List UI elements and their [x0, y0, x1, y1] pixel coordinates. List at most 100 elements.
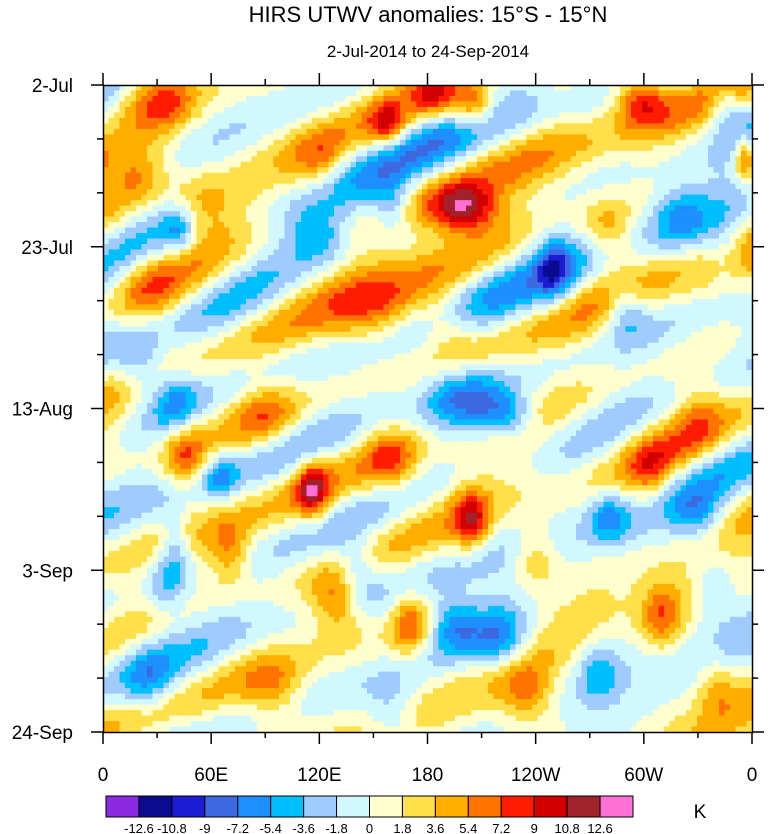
heatmap-cell: [174, 222, 181, 229]
heatmap-cell: [158, 90, 165, 97]
heatmap-cell: [411, 293, 418, 300]
heatmap-cell: [697, 254, 704, 262]
heatmap-cell: [609, 265, 616, 273]
heatmap-cell: [642, 298, 649, 305]
heatmap-cell: [378, 227, 385, 234]
heatmap-cell: [488, 233, 495, 240]
heatmap-cell: [570, 238, 577, 245]
heatmap-cell: [548, 167, 555, 174]
heatmap-cell: [493, 128, 500, 135]
heatmap-cell: [620, 90, 627, 97]
heatmap-cell: [449, 117, 456, 124]
heatmap-cell: [394, 128, 401, 135]
heatmap-cell: [559, 249, 566, 256]
heatmap-cell: [625, 309, 632, 316]
heatmap-cell: [444, 123, 451, 130]
heatmap-cell: [372, 298, 379, 305]
heatmap-cell: [367, 211, 374, 218]
heatmap-cell: [719, 260, 726, 267]
heatmap-cell: [642, 178, 649, 185]
heatmap-cell: [378, 95, 385, 103]
heatmap-cell: [229, 271, 236, 278]
heatmap-cell: [334, 287, 341, 294]
heatmap-cell: [174, 200, 181, 207]
heatmap-cell: [246, 161, 253, 168]
heatmap-cell: [460, 298, 467, 305]
heatmap-cell: [620, 265, 627, 273]
heatmap-cell: [147, 145, 154, 152]
heatmap-cell: [686, 161, 693, 168]
heatmap-cell: [730, 161, 737, 168]
heatmap-cell: [306, 117, 313, 124]
heatmap-cell: [174, 287, 181, 294]
heatmap-cell: [262, 128, 269, 135]
heatmap-cell: [367, 156, 374, 163]
heatmap-cell: [543, 95, 550, 103]
heatmap-cell: [405, 254, 412, 262]
heatmap-cell: [449, 123, 456, 130]
heatmap-cell: [158, 178, 165, 185]
heatmap-cell: [273, 200, 280, 207]
heatmap-cell: [515, 172, 522, 179]
heatmap-cell: [444, 282, 451, 289]
heatmap-cell: [625, 227, 632, 234]
heatmap-cell: [411, 106, 418, 114]
heatmap-cell: [389, 123, 396, 130]
heatmap-cell: [658, 304, 665, 311]
heatmap-cell: [636, 211, 643, 218]
heatmap-cell: [323, 249, 330, 256]
heatmap-cell: [273, 276, 280, 283]
heatmap-cell: [163, 222, 170, 229]
heatmap-cell: [548, 90, 555, 97]
heatmap-cell: [477, 189, 484, 196]
heatmap-cell: [631, 276, 638, 283]
heatmap-cell: [312, 304, 319, 311]
heatmap-cell: [603, 194, 610, 201]
heatmap-cell: [185, 233, 192, 240]
heatmap-cell: [499, 309, 506, 316]
heatmap-cell: [493, 298, 500, 305]
heatmap-cell: [455, 95, 462, 103]
heatmap-cell: [356, 238, 363, 245]
heatmap-cell: [647, 200, 654, 207]
heatmap-cell: [625, 238, 632, 245]
heatmap-cell: [691, 260, 698, 267]
heatmap-cell: [609, 139, 616, 146]
heatmap-cell: [114, 95, 121, 103]
heatmap-cell: [702, 117, 709, 124]
heatmap-cell: [361, 276, 368, 283]
heatmap-cell: [433, 183, 440, 190]
heatmap-cell: [114, 304, 121, 311]
heatmap-cell: [306, 309, 313, 316]
heatmap-cell: [691, 123, 698, 130]
heatmap-cell: [537, 238, 544, 245]
heatmap-cell: [196, 194, 203, 201]
heatmap-cell: [328, 293, 335, 300]
heatmap-cell: [372, 90, 379, 97]
heatmap-cell: [741, 271, 748, 278]
heatmap-cell: [119, 161, 126, 168]
heatmap-cell: [257, 95, 264, 103]
heatmap-cell: [477, 194, 484, 201]
heatmap-cell: [141, 282, 148, 289]
heatmap-cell: [202, 172, 209, 179]
heatmap-cell: [510, 194, 517, 201]
heatmap-cell: [125, 128, 132, 135]
heatmap-cell: [191, 265, 198, 273]
heatmap-cell: [295, 315, 302, 322]
heatmap-cell: [213, 95, 220, 103]
heatmap-cell: [141, 112, 148, 119]
heatmap-cell: [499, 106, 506, 114]
heatmap-cell: [334, 222, 341, 229]
heatmap-cell: [279, 183, 286, 190]
heatmap-cell: [158, 276, 165, 283]
heatmap-cell: [141, 287, 148, 294]
heatmap-cell: [356, 309, 363, 316]
heatmap-cell: [548, 194, 555, 201]
heatmap-cell: [466, 200, 473, 207]
heatmap-cell: [713, 145, 720, 152]
heatmap-cell: [499, 205, 506, 212]
heatmap-cell: [609, 200, 616, 207]
heatmap-cell: [169, 145, 176, 152]
heatmap-cell: [119, 249, 126, 256]
